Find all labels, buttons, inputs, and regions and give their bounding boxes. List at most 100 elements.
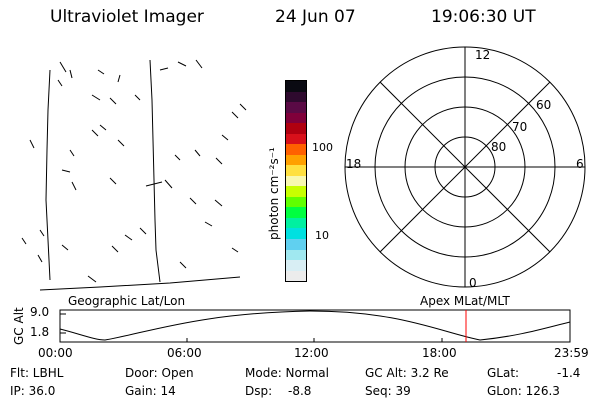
date-label: 24 Jun 07 <box>275 7 356 27</box>
colorbar-swatch <box>286 144 306 155</box>
info-glon: GLon: 126.3 <box>487 384 560 398</box>
coastline-fragment <box>195 59 203 69</box>
coastline-fragment <box>111 245 119 253</box>
info-ip: IP: 36.0 <box>10 384 56 398</box>
mlt-label-18: 18 <box>346 157 362 171</box>
geographic-panel-label: Geographic Lat/Lon <box>68 294 186 308</box>
mlt-label-12: 12 <box>475 48 491 62</box>
mlt-label-6: 6 <box>576 157 584 171</box>
coastline-fragment <box>61 244 69 251</box>
coastline-fragment <box>164 179 173 189</box>
coastline-fragment <box>215 157 223 165</box>
coastline-fragment <box>69 69 73 79</box>
time-tick-0600: 06:00 <box>167 346 202 360</box>
coastline-fragment <box>134 94 141 101</box>
info-mode: Mode: Normal <box>245 366 329 380</box>
colorbar-swatch <box>286 228 306 239</box>
coastline-fragment <box>91 129 99 137</box>
polar-diagonal <box>379 81 551 253</box>
colorbar-swatch <box>286 270 306 282</box>
coastline-fragment <box>39 229 45 237</box>
colorbar-swatch <box>286 102 306 113</box>
coastline-fragment <box>69 149 75 157</box>
colorbar-swatch <box>286 133 306 145</box>
coastline-fragment <box>204 221 213 227</box>
polar-grid <box>344 46 586 288</box>
coastline-fragment <box>239 103 247 111</box>
colorbar-swatch <box>286 238 306 250</box>
coastline-fragment <box>145 181 163 187</box>
coastline-segment <box>45 69 51 281</box>
coastline-fragment <box>109 177 117 185</box>
coastline-fragment <box>37 254 43 263</box>
lat-label-70: 70 <box>512 120 528 134</box>
coastline-fragment <box>117 139 125 147</box>
coastline-fragment <box>59 61 67 73</box>
info-filter: Flt: LBHL <box>10 366 64 380</box>
coastline-fragment <box>97 69 105 75</box>
coastline-fragment <box>57 79 63 87</box>
altitude-tick-9: 9.0 <box>30 305 50 319</box>
coastline-fragment <box>159 67 169 71</box>
polar-panel-label: Apex MLat/MLT <box>420 294 510 308</box>
time-tick-0000: 00:00 <box>38 346 73 360</box>
colorbar-swatch <box>286 165 306 176</box>
coastline-fragment <box>21 237 27 245</box>
coastline-fragment <box>91 94 101 101</box>
colorbar-label: photon cm⁻²s⁻¹ <box>267 147 281 240</box>
coastline-fragment <box>214 199 223 207</box>
info-glat-label: GLat: <box>487 366 520 380</box>
altitude-tick-1-8: 1.8 <box>30 325 50 339</box>
colorbar-swatch <box>286 186 306 197</box>
info-seq: Seq: 39 <box>365 384 411 398</box>
colorbar <box>285 80 307 282</box>
coastline-fragment <box>109 97 117 105</box>
altitude-axis-label: GC Alt <box>12 307 26 345</box>
coastline-fragment <box>194 149 201 157</box>
colorbar-swatch <box>286 123 306 134</box>
coastline-fragment <box>99 124 107 131</box>
coastline-segment <box>149 59 161 283</box>
coastline-fragment <box>174 154 181 161</box>
colorbar-swatch <box>286 196 306 208</box>
info-glat-value: -1.4 <box>557 366 581 380</box>
coastline-fragment <box>87 275 97 283</box>
time-tick-2359: 23:59 <box>554 346 589 360</box>
coastline-segment <box>39 276 241 291</box>
colorbar-swatch <box>286 207 306 218</box>
lat-label-60: 60 <box>536 98 552 112</box>
coastline-fragment <box>221 134 229 141</box>
mlt-label-0: 0 <box>469 276 477 290</box>
colorbar-tick-10: 10 <box>315 229 329 242</box>
coastline-fragment <box>179 261 187 269</box>
colorbar-swatch <box>286 260 306 271</box>
coastline-fragment <box>189 197 197 205</box>
time-label: 19:06:30 UT <box>431 7 536 27</box>
coastline-fragment <box>231 247 239 253</box>
instrument-title: Ultraviolet Imager <box>50 7 204 27</box>
colorbar-swatch <box>286 217 306 229</box>
colorbar-tick-100: 100 <box>312 141 333 154</box>
coastline-fragment <box>29 139 35 149</box>
lat-label-80: 80 <box>491 140 507 154</box>
coastline-fragment <box>231 111 239 119</box>
info-door: Door: Open <box>125 366 194 380</box>
coastline-fragment <box>71 181 77 191</box>
colorbar-swatch <box>286 175 306 187</box>
coastline-fragment <box>139 227 147 235</box>
coastline-fragment <box>177 61 187 67</box>
coastline-fragment <box>124 234 133 241</box>
time-tick-1800: 18:00 <box>422 346 457 360</box>
altitude-curve <box>59 310 571 341</box>
info-dsp-value: -8.8 <box>288 384 312 398</box>
colorbar-swatch <box>286 112 306 124</box>
info-dsp-label: Dsp: <box>245 384 273 398</box>
colorbar-swatch <box>286 249 306 261</box>
altitude-plot-frame <box>59 309 571 343</box>
info-gain: Gain: 14 <box>125 384 176 398</box>
colorbar-swatch <box>286 91 306 103</box>
coastline-fragment <box>117 74 121 83</box>
time-tick-1200: 12:00 <box>294 346 329 360</box>
info-gc-alt: GC Alt: 3.2 Re <box>365 366 449 380</box>
